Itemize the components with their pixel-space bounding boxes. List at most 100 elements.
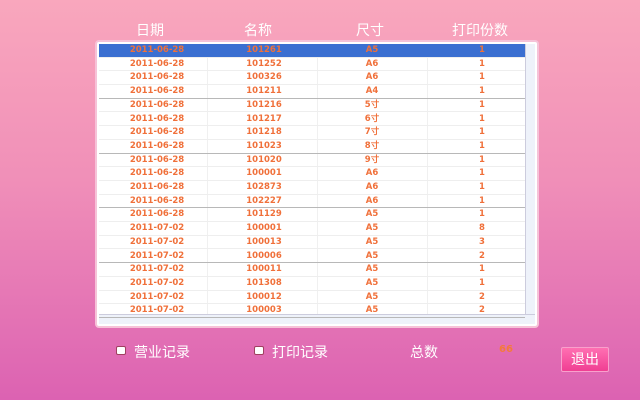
table-cell: A5 bbox=[365, 305, 379, 316]
table-cell: 100006 bbox=[246, 250, 282, 261]
table-cell: 1 bbox=[479, 140, 485, 151]
table-row[interactable]: 2011-06-28 101252 A6 1 bbox=[99, 58, 525, 72]
table-cell: 101261 bbox=[246, 45, 282, 55]
table-row[interactable]: 2011-06-28 101020 9寸 1 bbox=[99, 154, 525, 168]
total-label: 总数 bbox=[410, 345, 438, 361]
table-row[interactable]: 2011-06-28 101211 A4 1 bbox=[99, 85, 525, 99]
table-cell: 2 bbox=[479, 305, 485, 316]
table-cell: 1 bbox=[479, 72, 485, 83]
table-row[interactable]: 2011-06-28 101023 8寸 1 bbox=[99, 140, 525, 154]
table-row[interactable]: 2011-06-28 100326 A6 1 bbox=[99, 71, 525, 86]
table-row[interactable]: 2011-06-28 101216 5寸 1 bbox=[99, 99, 525, 113]
print-records-button[interactable]: 打印记录 bbox=[272, 345, 328, 361]
table-cell: 2011-06-28 bbox=[129, 168, 185, 179]
table-row[interactable]: 2011-07-02 100013 A5 3 bbox=[99, 236, 525, 250]
table-cell: A5 bbox=[365, 250, 379, 261]
table-cell: A5 bbox=[365, 264, 379, 275]
table-cell: 2011-06-28 bbox=[129, 182, 185, 192]
table-cell: A5 bbox=[365, 291, 379, 302]
table-row[interactable]: 2011-07-02 100006 A5 2 bbox=[99, 250, 525, 264]
table-cell: 2 bbox=[479, 250, 485, 261]
table-cell: 1 bbox=[479, 277, 485, 288]
table-cell: 100011 bbox=[246, 264, 282, 275]
table-cell: A6 bbox=[365, 182, 379, 192]
table-cell: 2011-06-28 bbox=[129, 154, 185, 165]
table-cell: 8寸 bbox=[364, 140, 380, 151]
column-header: 名称 bbox=[244, 23, 272, 39]
table-row[interactable]: 2011-06-28 101129 A5 1 bbox=[99, 208, 525, 223]
column-header: 日期 bbox=[136, 23, 164, 39]
vertical-scrollbar[interactable] bbox=[525, 44, 535, 314]
table-cell: 6寸 bbox=[364, 113, 380, 124]
column-header: 打印份数 bbox=[452, 23, 508, 39]
table-cell: 1 bbox=[479, 195, 485, 206]
table-row[interactable]: 2011-07-02 101308 A5 1 bbox=[99, 277, 525, 291]
table-cell: 2011-07-02 bbox=[129, 250, 185, 261]
exit-button[interactable]: 退出 bbox=[561, 347, 609, 372]
table-cell: A5 bbox=[365, 236, 379, 247]
table-cell: 2011-07-02 bbox=[129, 236, 185, 247]
table-row[interactable]: 2011-06-28 102227 A6 1 bbox=[99, 195, 525, 209]
table-cell: 1 bbox=[479, 264, 485, 275]
table-cell: 9寸 bbox=[364, 154, 380, 165]
table-cell: 1 bbox=[479, 58, 485, 69]
table-cell: 2011-06-28 bbox=[129, 45, 185, 55]
table-cell: A6 bbox=[365, 168, 379, 179]
table-cell: 100003 bbox=[246, 305, 282, 316]
table-cell: 100012 bbox=[246, 291, 282, 302]
table-cell: 100326 bbox=[246, 72, 282, 83]
table-cell: 1 bbox=[479, 182, 485, 192]
table-cell: 2011-06-28 bbox=[129, 58, 185, 69]
table-cell: 2011-06-28 bbox=[129, 72, 185, 83]
table-cell: 5寸 bbox=[364, 99, 380, 110]
table-cell: 2011-06-28 bbox=[129, 99, 185, 110]
table-row[interactable]: 2011-06-28 101261 A5 1 bbox=[99, 44, 525, 58]
column-divider bbox=[317, 44, 318, 314]
table-row[interactable]: 2011-07-02 100001 A5 8 bbox=[99, 222, 525, 236]
table-cell: 101252 bbox=[246, 58, 282, 69]
table-row[interactable]: 2011-07-02 100011 A5 1 bbox=[99, 263, 525, 277]
table-cell: A5 bbox=[365, 223, 379, 234]
column-divider bbox=[207, 44, 208, 314]
business-records-button[interactable]: 营业记录 bbox=[134, 345, 190, 361]
table-cell: 101308 bbox=[246, 277, 282, 288]
table-row[interactable]: 2011-07-02 100003 A5 2 bbox=[99, 304, 525, 318]
table-cell: 1 bbox=[479, 99, 485, 110]
table-row[interactable]: 2011-07-02 100012 A5 2 bbox=[99, 291, 525, 305]
table-cell: A6 bbox=[365, 58, 379, 69]
table-row[interactable]: 2011-06-28 100001 A6 1 bbox=[99, 167, 525, 181]
table-cell: 7寸 bbox=[364, 127, 380, 138]
table-cell: 2011-07-02 bbox=[129, 291, 185, 302]
table-cell: 2011-06-28 bbox=[129, 140, 185, 151]
table-row[interactable]: 2011-06-28 101218 7寸 1 bbox=[99, 126, 525, 140]
table-cell: A5 bbox=[365, 277, 379, 288]
table-row[interactable]: 2011-06-28 101217 6寸 1 bbox=[99, 113, 525, 127]
table-cell: 2011-06-28 bbox=[129, 86, 185, 97]
table-cell: 101020 bbox=[246, 154, 282, 165]
table-cell: 1 bbox=[479, 154, 485, 165]
table-cell: 1 bbox=[479, 168, 485, 179]
column-divider bbox=[427, 44, 428, 314]
table-cell: A6 bbox=[365, 72, 379, 83]
table-cell: 2011-07-02 bbox=[129, 223, 185, 234]
table-cell: 101023 bbox=[246, 140, 282, 151]
table-cell: 2011-07-02 bbox=[129, 305, 185, 316]
table-cell: 2 bbox=[479, 291, 485, 302]
table-cell: 2011-07-02 bbox=[129, 264, 185, 275]
table-cell: 2011-06-28 bbox=[129, 209, 185, 220]
column-header: 尺寸 bbox=[356, 23, 384, 39]
table-row[interactable]: 2011-06-28 102873 A6 1 bbox=[99, 181, 525, 195]
table-cell: 2011-06-28 bbox=[129, 127, 185, 138]
total-value: 66 bbox=[499, 344, 513, 355]
table-cell: 1 bbox=[479, 45, 485, 55]
table-cell: 8 bbox=[479, 223, 485, 234]
horizontal-scrollbar[interactable] bbox=[99, 314, 535, 324]
print-icon bbox=[254, 346, 264, 355]
table-cell: A4 bbox=[365, 86, 379, 97]
table-cell: A6 bbox=[365, 195, 379, 206]
table-cell: 101211 bbox=[246, 86, 282, 97]
table-cell: 100001 bbox=[246, 223, 282, 234]
table-cell: 101217 bbox=[246, 113, 282, 124]
table-cell: 101129 bbox=[246, 209, 282, 220]
